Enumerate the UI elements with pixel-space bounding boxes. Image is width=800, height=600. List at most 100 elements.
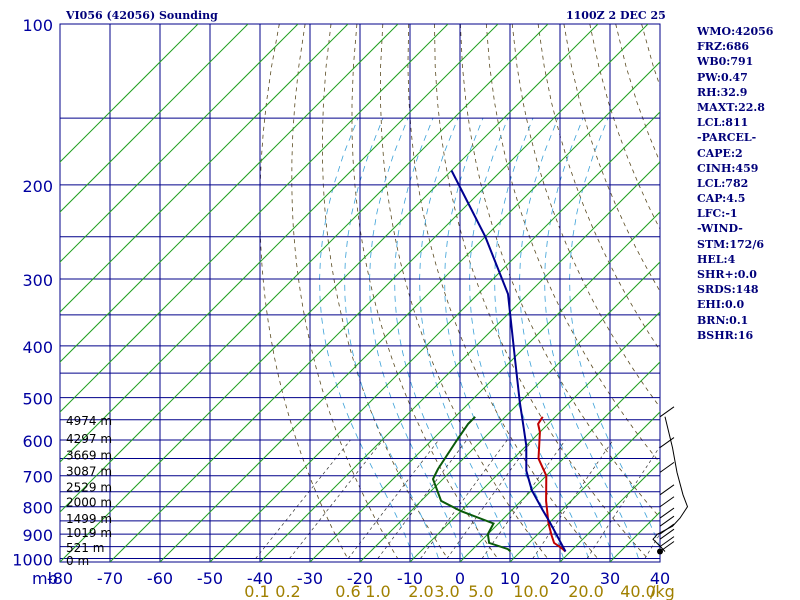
pressure-tick-label: 600: [22, 432, 53, 451]
temp-tick-label: 20: [550, 569, 570, 588]
wind-barb: [659, 406, 675, 418]
height-label: 3087 m: [66, 464, 112, 478]
height-label: 1499 m: [66, 512, 112, 526]
wind-barb: [659, 461, 675, 473]
pressure-unit-label: mb: [32, 569, 58, 588]
panel-line: CAP:4.5: [697, 192, 746, 206]
moist-adiabat: [494, 117, 589, 559]
chart-title: VI056 (42056) Sounding: [66, 9, 218, 22]
mixing-ratio-label: 20.0: [568, 582, 604, 600]
mixing-ratio-line: [644, 533, 660, 559]
temp-tick-label: 10: [500, 569, 520, 588]
wind-barb: [659, 515, 675, 527]
mixing-ratio-line: [446, 439, 533, 559]
panel-line: BSHR:16: [697, 328, 754, 342]
isotherm: [209, 111, 660, 562]
panel-line: -PARCEL-: [697, 131, 757, 145]
mixing-ratio-label: 1.0: [365, 582, 390, 600]
isotherm: [60, 24, 599, 562]
sounding-index-panel: WMO:42056 FRZ:686 WB0:791 PW:0.47 RH:32.9 MAX…: [697, 24, 797, 343]
wind-barb: [659, 496, 675, 508]
temp-tick-label: -60: [147, 569, 173, 588]
surface-wind-dot: [657, 548, 663, 555]
isotherm: [60, 24, 349, 313]
pressure-tick-label: 300: [22, 271, 53, 290]
isotherm: [159, 61, 660, 562]
wind-barb: [659, 507, 675, 519]
temp-tick-label: -10: [397, 569, 423, 588]
mixing-ratio-label: 0.1: [244, 582, 269, 600]
isotherm: [109, 24, 649, 562]
height-label: 3669 m: [66, 448, 112, 462]
pressure-tick-label: 200: [22, 177, 53, 196]
moist-adiabat: [419, 117, 514, 559]
pressure-tick-label: 500: [22, 390, 53, 409]
isotherm: [60, 24, 449, 413]
wind-barb: [659, 437, 675, 448]
panel-line: LFC:-1: [697, 207, 738, 221]
isotherm: [60, 24, 499, 463]
wind-barb: [659, 523, 675, 535]
panel-line: RH:32.9: [697, 85, 748, 99]
mixing-ratio-label: 5.0: [468, 582, 493, 600]
height-label: 2529 m: [66, 480, 112, 494]
isotherm: [60, 24, 299, 263]
isotherm: [309, 211, 660, 562]
pressure-tick-label: 1000: [12, 551, 53, 570]
sounding-series-2: [450, 170, 567, 552]
height-label: 1019 m: [66, 526, 112, 540]
moist-adiabat: [569, 117, 660, 550]
temp-tick-label: -40: [247, 569, 273, 588]
panel-line: BRN:0.1: [697, 313, 749, 327]
panel-line: WB0:791: [697, 55, 754, 69]
temp-tick-label: -50: [197, 569, 223, 588]
moist-adiabat: [444, 117, 539, 559]
panel-line: MAXT:22.8: [697, 100, 765, 114]
panel-line: SHR+:0.0: [697, 268, 757, 281]
mixing-ratio-line: [377, 439, 468, 559]
mixing-ratio-label: 40.0: [620, 582, 656, 600]
pressure-tick-label: 700: [22, 468, 53, 487]
isotherm: [259, 161, 660, 562]
isotherm: [60, 24, 549, 513]
temp-tick-label: -70: [97, 569, 123, 588]
moist-adiabat: [544, 117, 639, 559]
isotherm: [60, 24, 249, 213]
height-label: 2000 m: [66, 496, 112, 510]
mixing-ratio-label: 0.2: [275, 582, 300, 600]
wind-barb: [659, 536, 675, 548]
sounding-series-0: [537, 416, 567, 553]
temp-tick-label: 30: [600, 569, 620, 588]
mixing-ratio-line: [289, 439, 384, 559]
pressure-tick-label: 400: [22, 338, 53, 357]
mixing-ratio-label: 2.0: [408, 582, 433, 600]
panel-line: -WIND-: [697, 222, 743, 236]
mixing-ratio-label: 3.0: [434, 582, 459, 600]
chart-time: 1100Z 2 DEC 25: [566, 9, 666, 22]
moist-adiabat: [519, 117, 614, 559]
panel-line: SRDS:148: [697, 283, 759, 297]
isotherm: [559, 461, 660, 562]
panel-line: WMO:42056: [697, 25, 774, 38]
moist-adiabat: [369, 117, 464, 559]
mixing-ratio-line: [481, 439, 566, 559]
isotherm: [359, 261, 660, 562]
panel-line: HEL:4: [697, 252, 736, 266]
moist-adiabat: [394, 117, 489, 559]
mixing-ratio-unit: /kg: [650, 582, 675, 600]
height-label: 0 m: [66, 554, 89, 568]
sounding-series-1: [431, 416, 512, 553]
isotherm: [60, 24, 399, 363]
mixing-ratio-label: 0.6: [335, 582, 360, 600]
temp-tick-label: -20: [347, 569, 373, 588]
panel-line: LCL:782: [697, 176, 749, 190]
panel-line: CINH:459: [697, 161, 759, 175]
temp-tick-label: 0: [455, 569, 465, 588]
hodograph-trace: [652, 416, 689, 552]
moist-adiabat: [344, 117, 439, 559]
mixing-ratio-line: [420, 439, 508, 559]
wind-barb: [659, 484, 675, 496]
isotherm: [459, 361, 660, 562]
panel-line: PW:0.47: [697, 70, 748, 84]
